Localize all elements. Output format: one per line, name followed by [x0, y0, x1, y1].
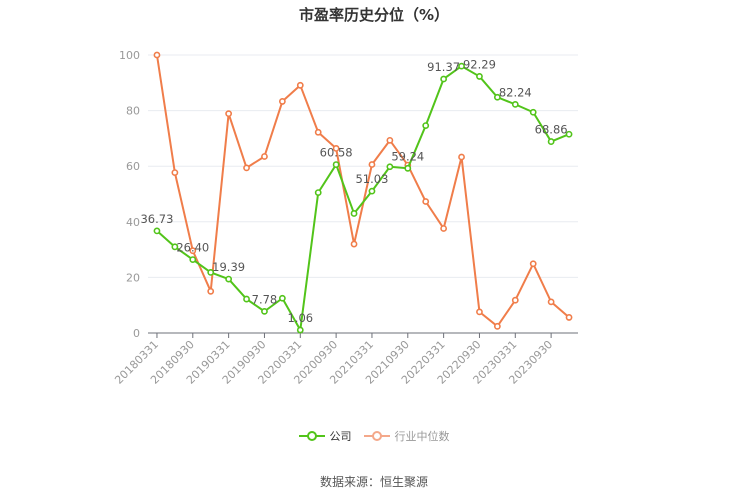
line-marker-icon: [298, 431, 325, 441]
svg-text:80: 80: [126, 105, 140, 118]
svg-text:19.39: 19.39: [212, 260, 245, 274]
grid-lines: [148, 54, 578, 278]
legend-label: 行业中位数: [394, 430, 450, 443]
y-axis: 0 20 40 60 80 100: [119, 49, 140, 340]
svg-text:40: 40: [126, 216, 140, 229]
line-chart: 0 20 40 60 80 100 201803312018093020190331201…: [112, 49, 578, 387]
svg-text:60.58: 60.58: [320, 146, 353, 160]
legend-label: 公司: [329, 430, 352, 443]
x-axis: 2018033120180930201903312019093020200331…: [112, 332, 578, 387]
svg-text:68.86: 68.86: [535, 123, 568, 137]
legend-item-industry-median[interactable]: 行业中位数: [363, 428, 450, 444]
svg-text:1.06: 1.06: [287, 311, 313, 325]
svg-text:59.24: 59.24: [391, 149, 424, 163]
line-marker-icon: [363, 431, 390, 441]
svg-text:20: 20: [126, 271, 140, 284]
svg-text:36.73: 36.73: [140, 212, 173, 226]
svg-text:7.78: 7.78: [252, 292, 278, 306]
svg-text:100: 100: [119, 49, 140, 62]
svg-text:82.24: 82.24: [499, 85, 532, 99]
legend-item-company[interactable]: 公司: [298, 428, 352, 444]
svg-text:91.37: 91.37: [427, 60, 460, 74]
svg-text:26.40: 26.40: [176, 241, 209, 255]
chart-title: 市盈率历史分位（%）: [298, 6, 450, 24]
svg-text:92.29: 92.29: [463, 57, 496, 71]
svg-text:60: 60: [126, 160, 140, 173]
svg-text:0: 0: [133, 327, 140, 340]
data-source: 数据来源：恒生聚源: [319, 475, 428, 489]
svg-text:51.03: 51.03: [355, 172, 388, 186]
legend: 公司 行业中位数: [0, 428, 748, 444]
series-group: [153, 51, 573, 334]
